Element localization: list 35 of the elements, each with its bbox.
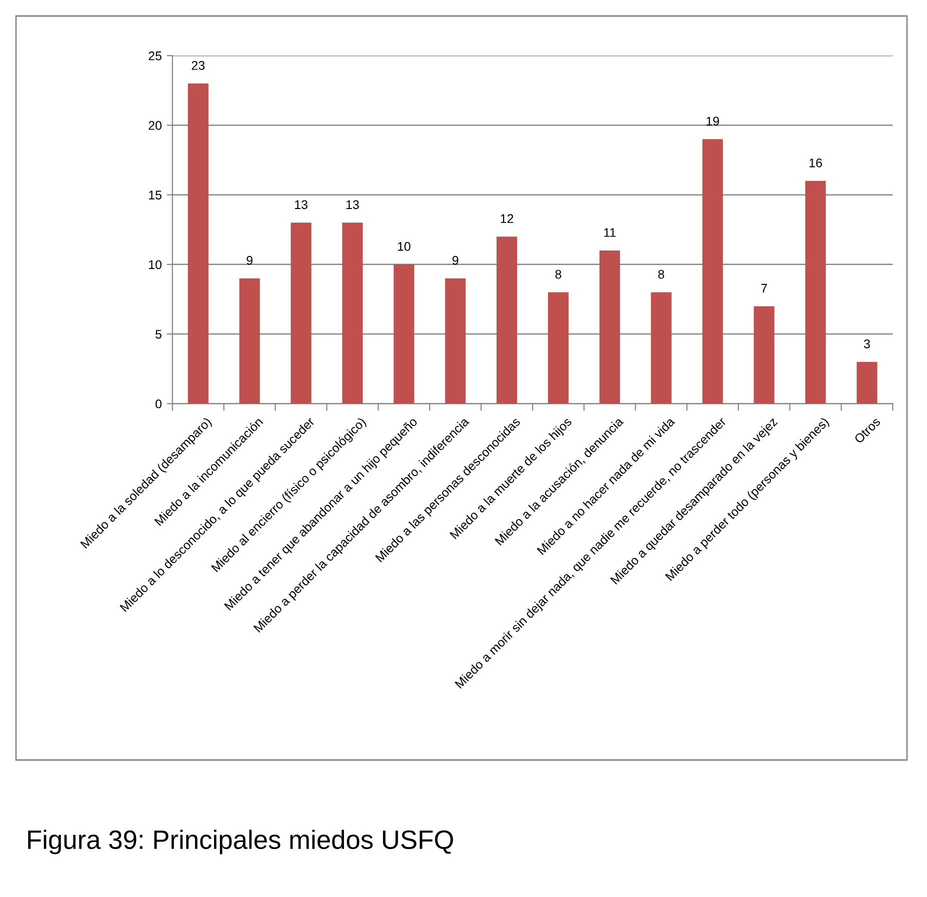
bar [290,222,312,404]
bar [754,306,774,404]
bar [856,362,878,404]
data-label: 10 [398,242,410,251]
bar [702,139,723,404]
bar [599,250,620,404]
y-tick-label: 0 [156,399,162,408]
data-label: 9 [246,256,252,265]
data-label: 9 [452,256,458,265]
data-label: 8 [555,270,562,279]
bar [188,83,208,404]
data-label: 8 [658,270,664,279]
text: Figura 39: Principales miedos USFQ [28,830,453,854]
bar [548,292,569,404]
data-label: 13 [295,200,308,210]
y-tick-label: 20 [148,121,162,130]
bar [805,180,826,404]
bar [496,236,518,404]
data-label: 7 [761,284,767,292]
y-tick-label: 25 [148,51,162,60]
bar [650,292,672,404]
data-label: 16 [810,158,822,168]
y-tick-label: 5 [156,330,162,339]
data-label: 19 [706,116,719,126]
y-tick-label: 10 [149,260,162,270]
data-label: 13 [346,200,359,210]
data-label: 11 [604,228,616,237]
y-tick-label: 15 [149,190,162,200]
data-label: 3 [864,339,870,348]
bar [342,222,363,404]
bar [239,278,260,404]
data-label: 23 [192,61,205,70]
data-label: 12 [500,214,514,223]
bar [394,264,414,404]
bar [445,278,466,404]
